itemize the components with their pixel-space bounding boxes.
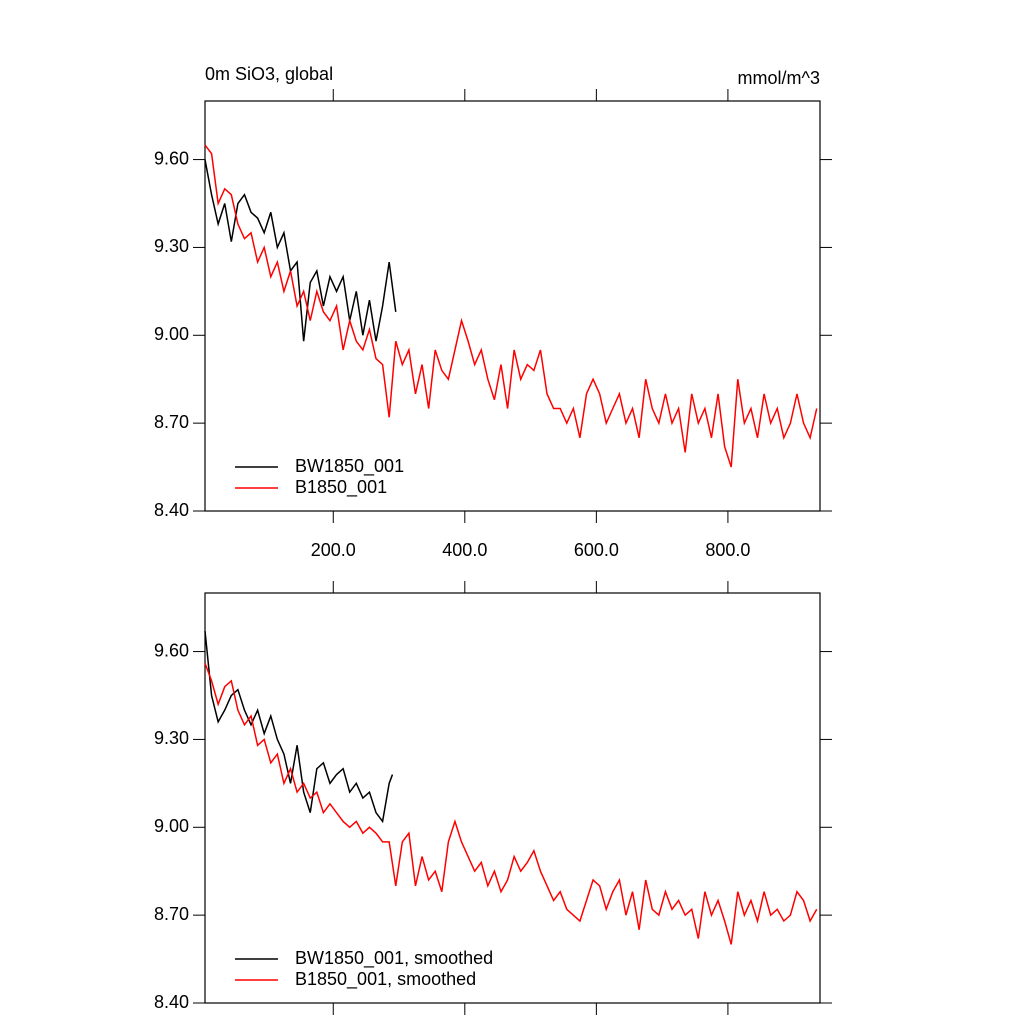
y-tick-label: 9.00: [154, 816, 189, 836]
plot-frame: [204, 100, 821, 512]
data-line: [204, 630, 394, 824]
y-tick-label: 8.70: [154, 412, 189, 432]
x-tick-label: 200.0: [311, 540, 356, 560]
data-line: [204, 663, 818, 945]
y-tick-label: 9.00: [154, 324, 189, 344]
y-tick-label: 9.30: [154, 236, 189, 256]
chart-title: 0m SiO3, global: [205, 64, 333, 84]
plot-frame: [204, 592, 821, 1004]
legend-label: B1850_001, smoothed: [295, 969, 476, 990]
x-tick-label: 800.0: [705, 540, 750, 560]
y-tick-label: 9.60: [154, 148, 189, 168]
y-tick-label: 9.60: [154, 640, 189, 660]
units-label: mmol/m^3: [738, 68, 820, 88]
legend-label: BW1850_001, smoothed: [295, 948, 493, 969]
y-tick-label: 8.40: [154, 992, 189, 1012]
y-tick-label: 8.70: [154, 904, 189, 924]
data-line: [204, 144, 818, 468]
y-tick-label: 9.30: [154, 728, 189, 748]
data-line: [204, 159, 397, 342]
legend-label: B1850_001: [295, 477, 387, 498]
x-tick-label: 600.0: [574, 540, 619, 560]
x-tick-label: 400.0: [442, 540, 487, 560]
legend-label: BW1850_001: [295, 456, 404, 477]
y-tick-label: 8.40: [154, 500, 189, 520]
